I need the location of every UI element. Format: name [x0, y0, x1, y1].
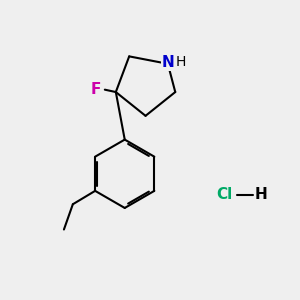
- Text: F: F: [91, 82, 101, 97]
- Text: N: N: [161, 55, 174, 70]
- Text: H: H: [254, 187, 267, 202]
- Text: Cl: Cl: [216, 187, 232, 202]
- Text: H: H: [175, 55, 185, 69]
